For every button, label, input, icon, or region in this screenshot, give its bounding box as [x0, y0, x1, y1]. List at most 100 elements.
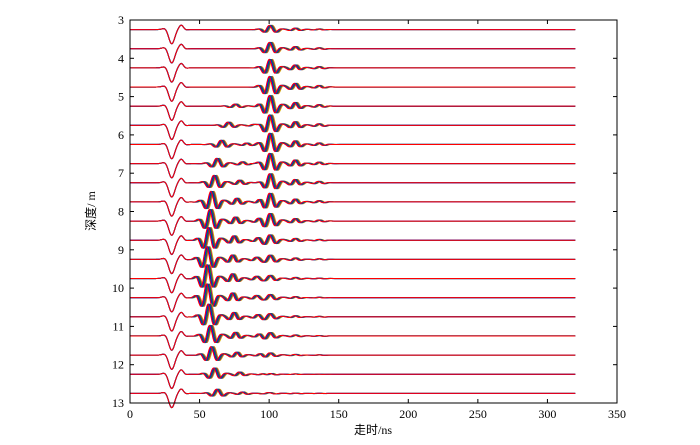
trace-line-18-series-2 — [130, 367, 576, 390]
trace-line-19-series-0 — [130, 388, 576, 409]
trace-line-12-series-3 — [130, 246, 576, 275]
y-tick-label: 10 — [112, 281, 124, 295]
trace-line-13-series-0 — [130, 264, 576, 294]
trace-line-3-series-4 — [130, 75, 576, 102]
y-axis-title: 深度/ m — [83, 191, 98, 231]
x-tick-label: 150 — [330, 407, 348, 421]
trace-line-8-series-3 — [130, 173, 576, 198]
trace-line-12-series-0 — [130, 245, 576, 275]
trace-line-16-series-4 — [130, 324, 576, 351]
trace-line-10-series-0 — [130, 208, 576, 236]
x-tick-label: 350 — [608, 407, 626, 421]
x-tick-label: 250 — [469, 407, 487, 421]
trace-line-4-series-2 — [130, 95, 576, 122]
trace-line-15-series-4 — [130, 303, 576, 332]
trace-line-19-series-1 — [130, 388, 576, 409]
trace-line-3-series-3 — [130, 75, 576, 102]
y-tick-label: 5 — [118, 90, 124, 104]
trace-line-3-series-0 — [130, 75, 576, 102]
trace-line-1-series-4 — [130, 41, 576, 64]
trace-line-16-series-0 — [130, 324, 576, 351]
y-tick-label: 4 — [118, 51, 124, 65]
trace-line-15-series-3 — [130, 303, 576, 332]
y-tick-label: 7 — [118, 166, 124, 180]
x-tick-label: 50 — [194, 407, 206, 421]
trace-line-5-series-1 — [130, 114, 576, 141]
trace-line-7-series-0 — [130, 152, 576, 179]
trace-line-16-series-2 — [130, 324, 576, 351]
trace-line-18-series-3 — [130, 367, 576, 390]
trace-line-5-series-3 — [130, 114, 576, 141]
trace-line-4-series-4 — [130, 94, 576, 122]
x-tick-label: 100 — [260, 407, 278, 421]
x-tick-label: 200 — [399, 407, 417, 421]
trace-line-0-series-2 — [130, 24, 576, 45]
trace-line-11-series-3 — [130, 227, 576, 256]
plot-frame — [129, 19, 618, 404]
y-tick-label: 9 — [118, 243, 124, 257]
trace-line-2-series-1 — [130, 58, 576, 83]
trace-line-3-series-2 — [130, 75, 576, 102]
trace-line-0-series-1 — [130, 24, 576, 45]
trace-line-11-series-2 — [130, 227, 576, 256]
x-tick-label: 0 — [127, 407, 133, 421]
trace-line-15-series-2 — [130, 303, 576, 332]
trace-line-16-series-1 — [130, 324, 576, 351]
trace-line-6-series-0 — [130, 132, 576, 160]
trace-line-18-series-0 — [130, 367, 576, 390]
trace-line-18-series-1 — [130, 367, 576, 390]
y-tick-label: 8 — [118, 205, 124, 219]
trace-line-8-series-0 — [130, 173, 576, 198]
trace-line-2-series-4 — [130, 58, 576, 83]
trace-line-16-series-3 — [130, 324, 576, 351]
trace-line-2-series-0 — [130, 58, 576, 83]
trace-line-8-series-4 — [130, 172, 576, 198]
trace-line-9-series-3 — [130, 190, 576, 217]
trace-line-4-series-3 — [130, 95, 576, 122]
trace-line-3-series-1 — [130, 75, 576, 102]
trace-line-0-series-4 — [130, 24, 576, 45]
trace-line-19-series-2 — [130, 388, 576, 409]
trace-line-10-series-1 — [130, 208, 576, 236]
traces-layer — [130, 24, 576, 409]
trace-line-4-series-0 — [130, 94, 576, 121]
trace-line-17-series-4 — [130, 346, 576, 370]
trace-line-18-series-4 — [130, 367, 576, 390]
trace-line-6-series-1 — [130, 132, 576, 160]
trace-line-4-series-1 — [130, 94, 576, 122]
trace-line-2-series-3 — [130, 58, 576, 83]
trace-line-6-series-3 — [130, 132, 576, 160]
trace-line-12-series-1 — [130, 245, 576, 275]
trace-line-5-series-0 — [130, 114, 576, 141]
trace-line-6-series-4 — [130, 132, 576, 160]
trace-line-11-series-1 — [130, 226, 576, 256]
trace-line-15-series-0 — [130, 303, 576, 332]
trace-line-6-series-2 — [130, 132, 576, 160]
trace-line-17-series-3 — [130, 346, 576, 370]
trace-line-8-series-1 — [130, 173, 576, 198]
x-tick-label: 300 — [538, 407, 556, 421]
trace-line-2-series-2 — [130, 58, 576, 83]
trace-line-11-series-4 — [130, 226, 576, 256]
trace-line-9-series-4 — [130, 190, 576, 217]
trace-line-9-series-0 — [130, 190, 576, 217]
trace-line-7-series-1 — [130, 152, 576, 179]
trace-line-19-series-3 — [130, 388, 576, 409]
trace-line-7-series-3 — [130, 153, 576, 179]
trace-line-9-series-1 — [130, 190, 576, 217]
trace-line-5-series-4 — [130, 114, 576, 141]
ticks-layer: 0 50 100 150 200 250 300 350 3 4 5 6 7 8 9 10 11 12 13 — [112, 13, 626, 421]
trace-line-11-series-0 — [130, 226, 576, 256]
trace-line-17-series-2 — [130, 346, 576, 370]
trace-line-1-series-0 — [130, 41, 576, 64]
x-axis-title: 走时/ns — [354, 423, 392, 437]
trace-line-10-series-4 — [130, 208, 576, 236]
trace-line-14-series-0 — [130, 283, 576, 313]
trace-line-15-series-1 — [130, 303, 576, 332]
trace-line-10-series-3 — [130, 208, 576, 236]
trace-line-1-series-2 — [130, 41, 576, 64]
y-tick-label: 11 — [112, 319, 124, 333]
trace-line-19-series-4 — [130, 388, 576, 409]
trace-line-1-series-1 — [130, 41, 576, 64]
trace-line-12-series-4 — [130, 245, 576, 275]
